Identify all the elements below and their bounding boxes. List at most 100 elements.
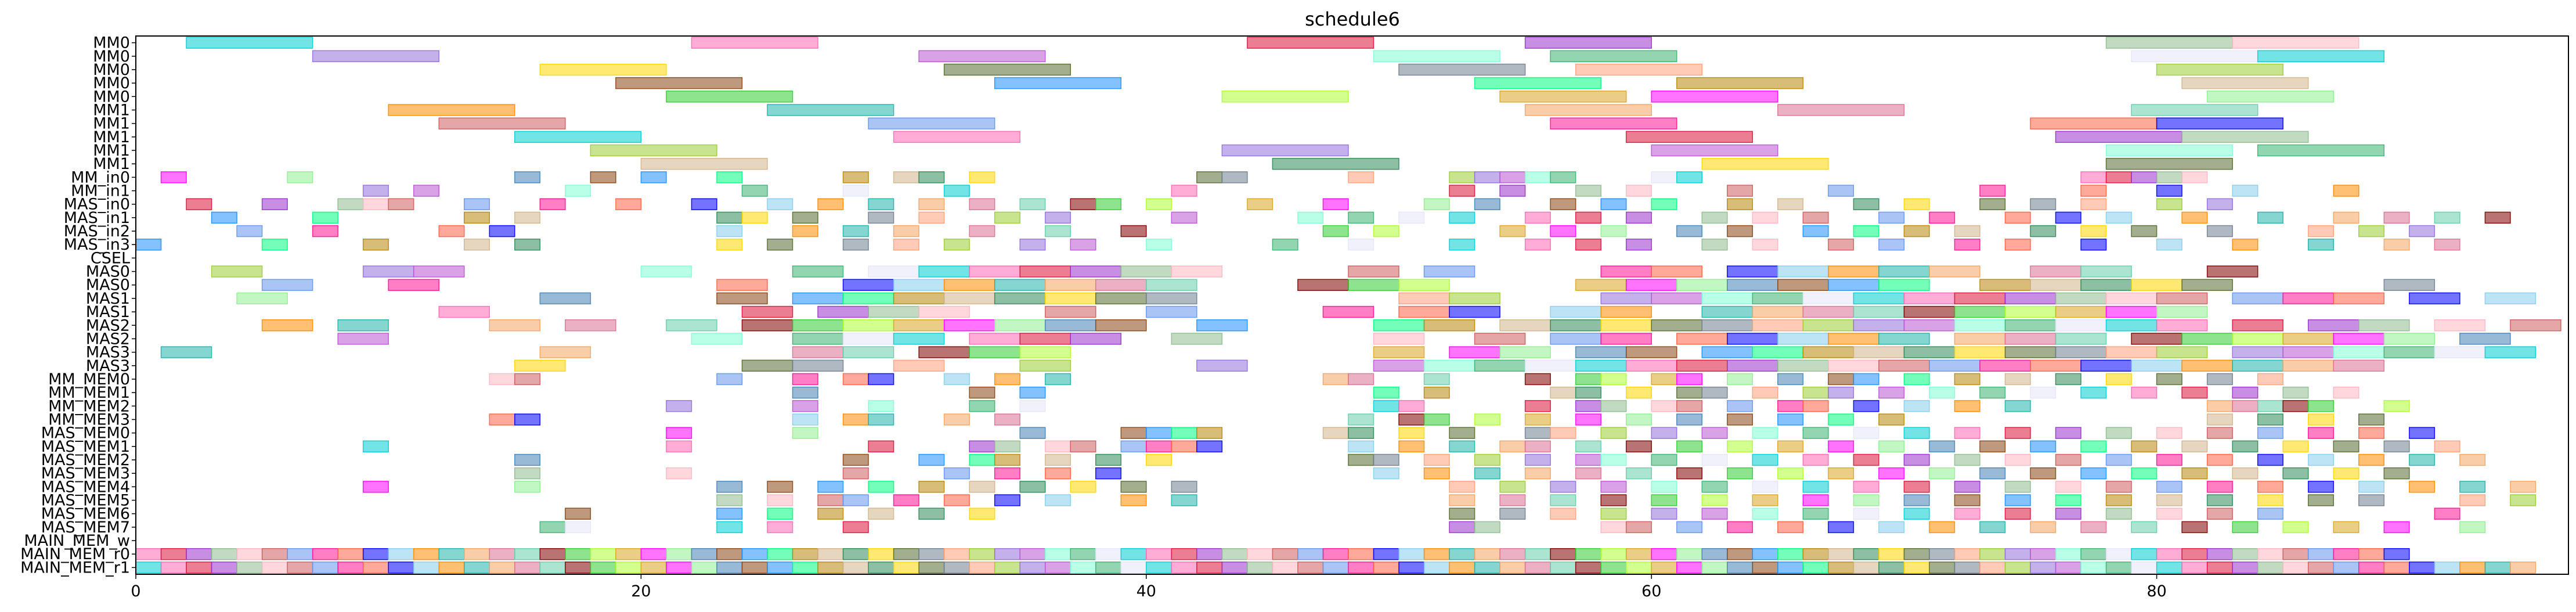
gantt-bar: [1903, 198, 1930, 210]
gantt-bar: [1651, 481, 1677, 493]
gantt-bar: [1474, 413, 1500, 426]
gantt-bar: [1777, 359, 1829, 372]
gantt-bar: [2156, 319, 2208, 332]
gantt-bar: [2105, 144, 2233, 157]
gantt-bar: [362, 548, 389, 560]
gantt-bar: [1878, 265, 1930, 278]
gantt-bar: [792, 548, 818, 560]
gantt-bar: [1449, 507, 1475, 520]
gantt-bar: [1120, 265, 1172, 278]
gantt-bar: [1929, 561, 1956, 574]
gantt-bar: [792, 427, 818, 439]
gantt-bar: [1929, 265, 1980, 278]
gantt-bar: [1095, 198, 1122, 210]
gantt-bar: [994, 467, 1020, 480]
gantt-bar: [1120, 494, 1147, 506]
y-tick-label: MAS_MEM0: [41, 424, 130, 442]
gantt-bar: [2459, 481, 2486, 493]
gantt-bar: [1373, 359, 1425, 372]
gantt-bar: [1802, 453, 1829, 466]
gantt-bar: [817, 198, 844, 210]
gantt-bar: [817, 507, 844, 520]
gantt-bar: [1752, 346, 1804, 358]
gantt-bar: [2510, 561, 2537, 574]
gantt-bar: [1701, 292, 1754, 305]
gantt-bar: [1727, 400, 1754, 412]
gantt-bar: [666, 440, 692, 453]
gantt-bar: [817, 561, 844, 574]
gantt-bar: [2181, 440, 2208, 453]
gantt-bar: [2409, 561, 2436, 574]
gantt-bar: [666, 91, 793, 103]
gantt-bar: [1979, 198, 2006, 210]
gantt-bar: [1727, 521, 1754, 534]
gantt-bar: [1550, 198, 1576, 210]
gantt-bar: [868, 400, 894, 412]
gantt-bar: [2004, 481, 2031, 493]
y-tick-label: MM_MEM2: [48, 397, 130, 415]
gantt-bar: [2232, 37, 2359, 49]
gantt-bar: [1903, 548, 1930, 560]
gantt-bar: [1853, 198, 1879, 210]
gantt-bar: [1954, 561, 1980, 574]
gantt-bar: [1550, 507, 1576, 520]
gantt-bar: [261, 319, 313, 332]
gantt-bar: [868, 373, 894, 386]
gantt-bar: [1272, 238, 1298, 251]
gantt-bar: [2434, 319, 2486, 332]
gantt-bar: [2459, 494, 2486, 506]
gantt-bar: [1575, 561, 1601, 574]
gantt-bar: [2232, 292, 2283, 305]
gantt-bar: [1499, 481, 1526, 493]
gantt-bar: [1474, 333, 1526, 345]
gantt-bar: [413, 185, 439, 197]
gantt-bar: [792, 319, 844, 332]
gantt-bar: [792, 400, 818, 412]
gantt-bar: [2358, 413, 2385, 426]
gantt-bar: [135, 548, 162, 560]
gantt-bar: [2080, 198, 2107, 210]
gantt-bar: [489, 373, 515, 386]
gantt-bar: [1625, 346, 1677, 358]
gantt-bar: [2257, 494, 2283, 506]
gantt-bar: [2206, 373, 2233, 386]
gantt-bar: [1676, 561, 1703, 574]
gantt-bar: [1828, 386, 1855, 399]
gantt-bar: [1777, 413, 1804, 426]
gantt-bar: [1524, 440, 1551, 453]
gantt-bar: [2232, 521, 2258, 534]
gantt-bar: [464, 548, 490, 560]
gantt-bar: [868, 198, 894, 210]
gantt-bar: [1550, 494, 1576, 506]
gantt-bar: [1373, 453, 1399, 466]
gantt-bar: [893, 225, 919, 237]
gantt-bar: [1853, 346, 1905, 358]
gantt-bar: [2307, 413, 2335, 426]
gantt-bar: [1373, 50, 1500, 63]
gantt-bar: [1752, 211, 1778, 224]
gantt-bar: [1752, 507, 1778, 520]
gantt-bar: [1752, 319, 1804, 332]
gantt-bar: [2181, 561, 2208, 574]
gantt-bar: [1474, 548, 1500, 560]
gantt-bar: [2333, 211, 2359, 224]
gantt-bar: [2105, 507, 2132, 520]
gantt-bar: [1019, 561, 1046, 574]
gantt-bar: [1752, 386, 1778, 399]
gantt-bar: [2156, 548, 2182, 560]
gantt-bar: [211, 265, 263, 278]
gantt-bar: [842, 467, 869, 480]
gantt-bar: [1651, 548, 1677, 560]
gantt-bar: [817, 481, 844, 493]
y-tick-label: MM_MEM3: [48, 411, 130, 429]
gantt-bar: [1903, 400, 1930, 412]
gantt-bar: [1828, 521, 1855, 534]
gantt-bar: [792, 386, 818, 399]
gantt-bar: [1095, 453, 1122, 466]
gantt-bar: [1272, 157, 1399, 170]
gantt-bar: [615, 548, 642, 560]
gantt-bar: [1474, 359, 1526, 372]
gantt-bar: [1929, 548, 1956, 560]
gantt-bar: [1423, 265, 1475, 278]
gantt-bar: [1449, 548, 1475, 560]
